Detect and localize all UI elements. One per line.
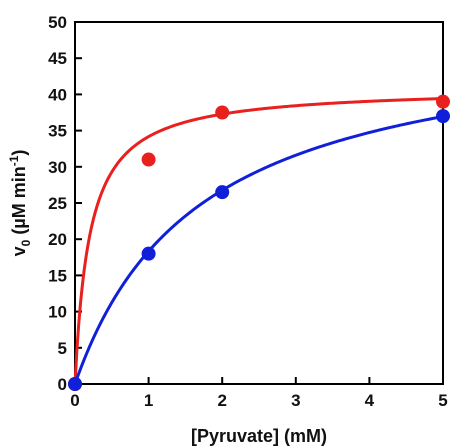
y-tick-label: 0 bbox=[58, 375, 67, 394]
series-fit-curve bbox=[73, 115, 444, 385]
data-point bbox=[436, 109, 450, 124]
x-axis-ticks: 0 1 2 3 4 5 bbox=[70, 377, 448, 410]
y-axis-ticks: 0 5 10 15 20 25 30 35 40 45 50 bbox=[48, 13, 82, 394]
y-tick-label: 35 bbox=[48, 122, 67, 141]
data-point bbox=[215, 105, 230, 120]
y-tick-label: 25 bbox=[48, 194, 67, 213]
data-point bbox=[68, 377, 82, 391]
y-axis-title: v0 (µM min-1) bbox=[7, 150, 33, 257]
x-axis-title: [Pyruvate] (mM) bbox=[191, 426, 327, 446]
series-fit-curve bbox=[73, 97, 444, 385]
x-tick-label: 4 bbox=[365, 391, 375, 410]
x-tick-label: 5 bbox=[438, 391, 447, 410]
data-points bbox=[68, 94, 450, 391]
x-tick-label: 1 bbox=[144, 391, 153, 410]
y-tick-label: 15 bbox=[48, 266, 67, 285]
y-tick-label: 50 bbox=[48, 13, 67, 32]
plot-border bbox=[74, 21, 444, 385]
data-point bbox=[215, 185, 230, 200]
data-point bbox=[141, 246, 156, 261]
fit-curves bbox=[73, 97, 444, 385]
y-tick-label: 10 bbox=[48, 303, 67, 322]
data-point bbox=[436, 94, 450, 109]
x-tick-label: 0 bbox=[70, 391, 79, 410]
x-tick-label: 3 bbox=[291, 391, 300, 410]
data-point bbox=[141, 152, 156, 167]
y-tick-label: 40 bbox=[48, 85, 67, 104]
plot-frame bbox=[74, 21, 444, 385]
y-tick-label: 30 bbox=[48, 158, 67, 177]
y-tick-label: 5 bbox=[58, 339, 67, 358]
x-tick-label: 2 bbox=[217, 391, 226, 410]
y-tick-label: 45 bbox=[48, 49, 67, 68]
y-tick-label: 20 bbox=[48, 230, 67, 249]
